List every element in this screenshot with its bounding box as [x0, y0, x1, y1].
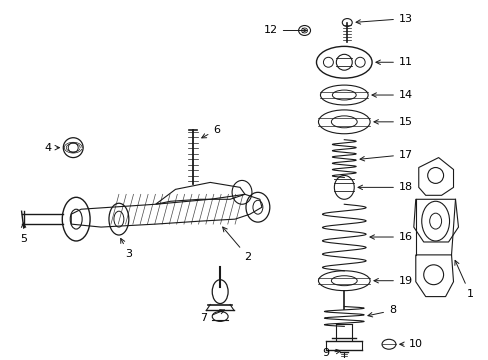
Text: 6: 6 — [202, 125, 220, 138]
Text: 7: 7 — [200, 310, 224, 323]
Text: 8: 8 — [367, 306, 395, 317]
Text: 18: 18 — [357, 183, 412, 192]
Text: 2: 2 — [222, 227, 251, 262]
Text: 14: 14 — [371, 90, 412, 100]
Text: 13: 13 — [355, 14, 412, 24]
Text: 5: 5 — [20, 223, 27, 244]
Text: 12: 12 — [263, 26, 306, 36]
Text: 1: 1 — [454, 260, 472, 298]
Text: 16: 16 — [369, 232, 412, 242]
Text: 10: 10 — [399, 339, 422, 349]
Text: 15: 15 — [373, 117, 412, 127]
Text: 11: 11 — [375, 57, 412, 67]
Text: 17: 17 — [359, 150, 412, 161]
Text: 9: 9 — [322, 348, 340, 358]
Text: 3: 3 — [121, 238, 132, 259]
Text: 19: 19 — [373, 276, 412, 286]
Text: 4: 4 — [44, 143, 60, 153]
